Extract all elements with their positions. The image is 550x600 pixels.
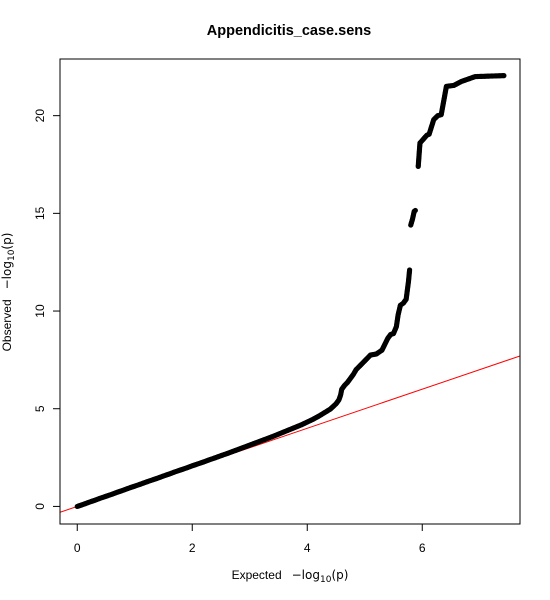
y-tick-label-4: 20 xyxy=(33,109,47,123)
y-tick-label-2: 10 xyxy=(33,304,47,318)
x-axis-label-arg: (p) xyxy=(331,568,348,582)
x-axis-label-prefix: Expected xyxy=(232,568,282,582)
data-points xyxy=(74,73,507,510)
y-tick-label-1: 5 xyxy=(33,405,47,412)
data-point-349 xyxy=(407,267,413,273)
y-axis: 0 5 10 15 20 xyxy=(33,109,61,510)
x-tick-label-2: 4 xyxy=(304,541,311,555)
x-axis-label: Expected −log10(p) xyxy=(232,568,349,585)
y-axis-label-prefix: Observed xyxy=(0,299,14,351)
chart-title: Appendicitis_case.sens xyxy=(207,23,371,39)
x-axis: 0 2 4 6 xyxy=(74,523,426,555)
data-point-362 xyxy=(412,207,418,214)
y-axis-label-sub: 10 xyxy=(7,249,17,261)
y-axis-label: Observed −log10(p) xyxy=(0,233,17,352)
x-tick-label-0: 0 xyxy=(74,541,81,555)
y-tick-label-3: 15 xyxy=(33,206,47,220)
y-axis-label-neg: −log xyxy=(0,261,14,289)
y-axis-label-arg: (p) xyxy=(0,233,14,250)
plot-frame xyxy=(59,58,521,525)
data-point-481 xyxy=(501,73,507,79)
x-tick-label-1: 2 xyxy=(189,541,196,555)
y-tick-label-0: 0 xyxy=(33,503,47,510)
x-tick-label-3: 6 xyxy=(419,541,426,555)
x-axis-label-neg: −log xyxy=(292,568,320,582)
x-axis-label-sub: 10 xyxy=(320,575,332,585)
